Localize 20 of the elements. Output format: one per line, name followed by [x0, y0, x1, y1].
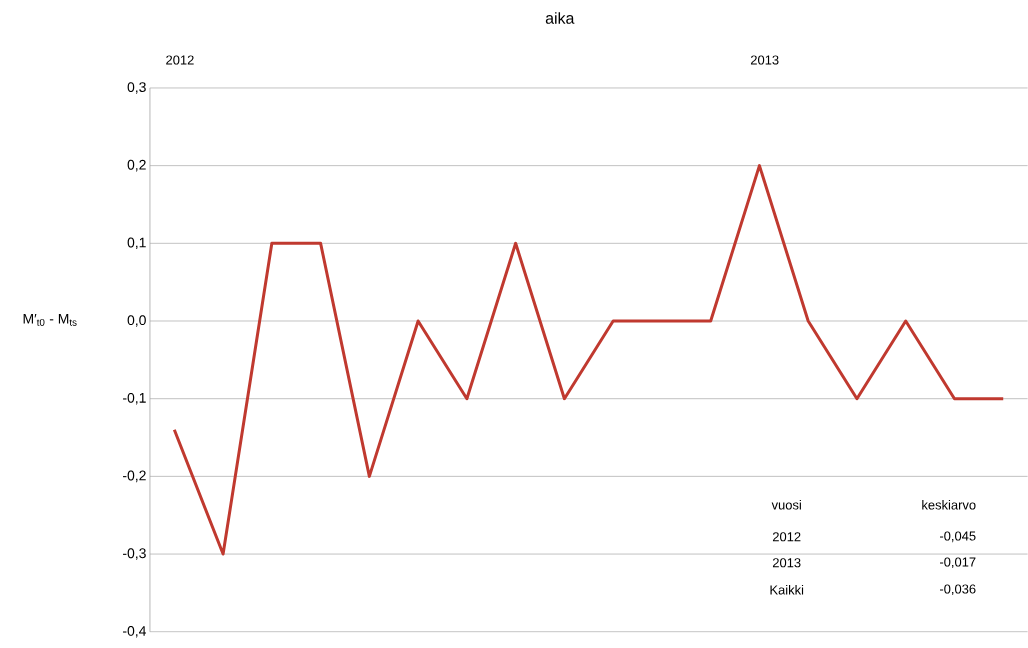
- annotation: 2013: [772, 558, 801, 568]
- annotation: -0,036: [939, 584, 976, 596]
- text: 2013: [750, 55, 779, 65]
- y-tick-label: 0,3: [127, 82, 146, 94]
- annotation: 2012: [772, 532, 801, 542]
- annotation: keskiarvo: [922, 500, 976, 510]
- annotation: Kaikki: [770, 585, 804, 595]
- annotation: -0,045: [939, 531, 976, 543]
- y-axis-title: M′$_{t0}$ - M$_{ts}$: [23, 314, 77, 326]
- y-tick-label: -0,2: [123, 470, 146, 483]
- text: 2012: [166, 55, 194, 65]
- y-tick-label: -0,4: [123, 626, 147, 638]
- y-tick-label: -0,3: [123, 548, 146, 560]
- annotation: -0,017: [939, 557, 976, 569]
- y-tick-label: -0,1: [123, 393, 146, 405]
- y-tick-label: 0,1: [127, 237, 146, 250]
- y-tick-label: 0,2: [127, 159, 146, 172]
- chart-title: aika: [545, 12, 575, 24]
- y-tick-label: 0,0: [127, 315, 146, 327]
- annotation: vuosi: [771, 500, 801, 510]
